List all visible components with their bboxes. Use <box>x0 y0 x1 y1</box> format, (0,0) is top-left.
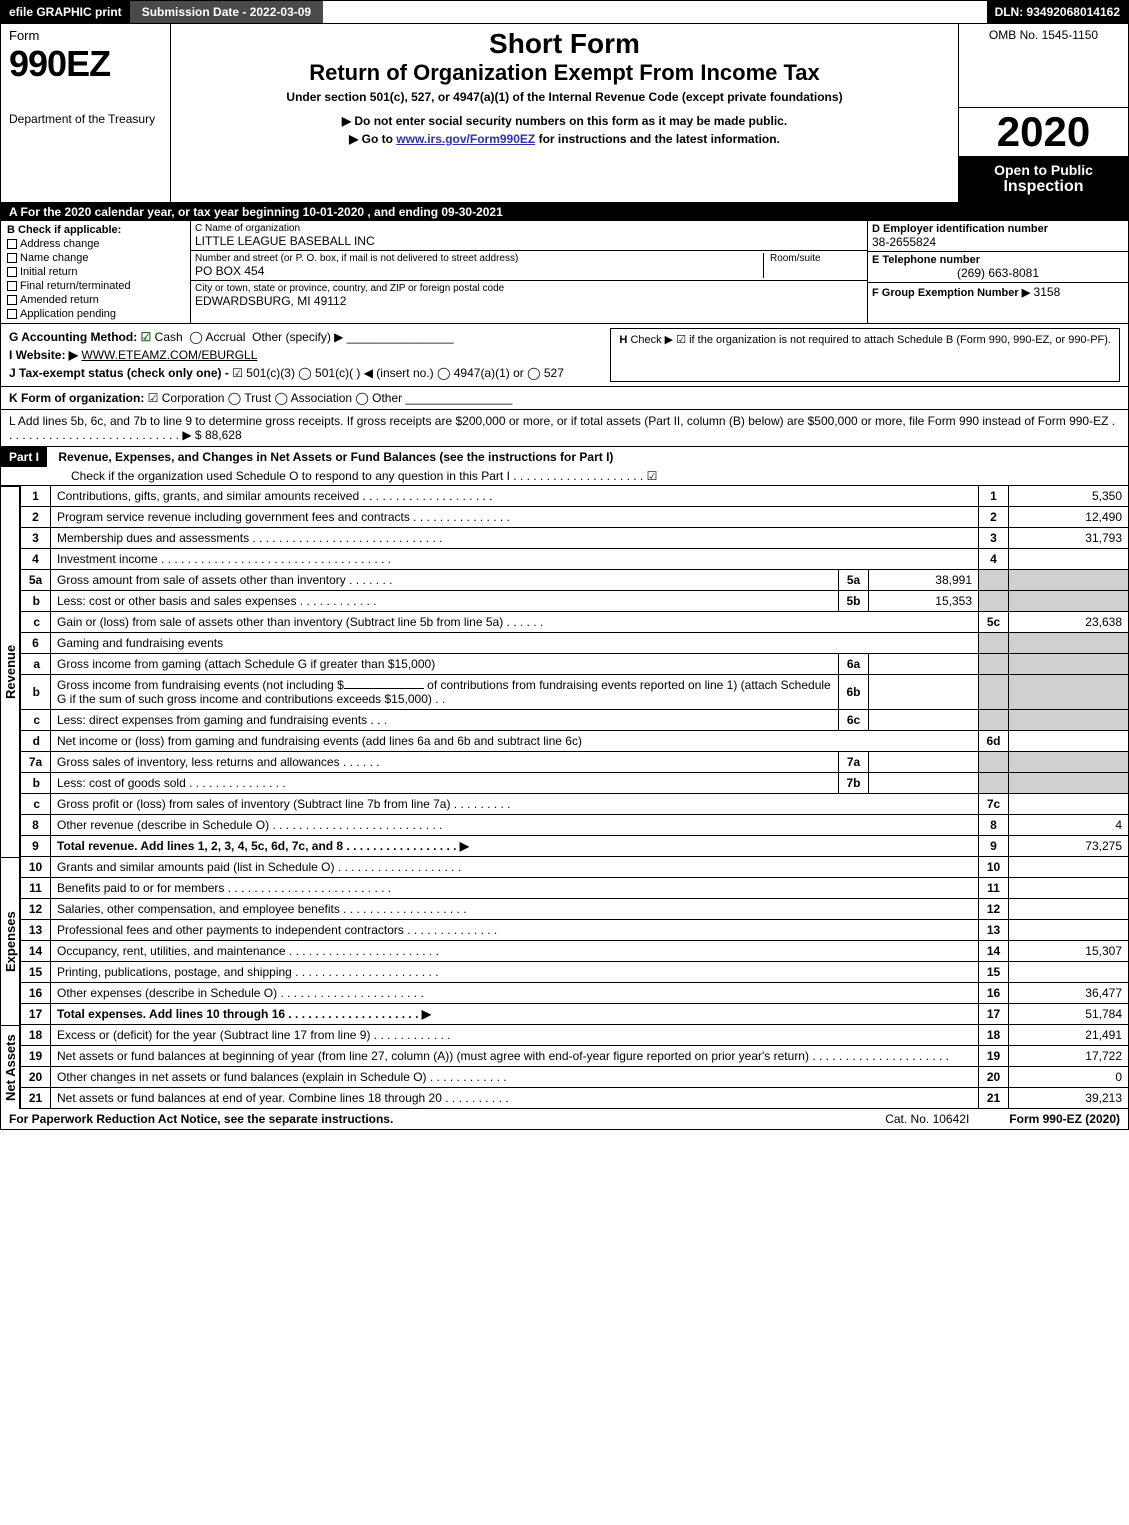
line-3: 3Membership dues and assessments . . . .… <box>21 528 1129 549</box>
form-ref: Form 990-EZ (2020) <box>1009 1112 1120 1126</box>
j-tax-exempt-status: J Tax-exempt status (check only one) - ☑… <box>9 364 594 382</box>
form-number: 990EZ <box>9 43 162 85</box>
check-application-pending[interactable]: Application pending <box>7 307 184 321</box>
check-address-change[interactable]: Address change <box>7 237 184 251</box>
section-gh: G Accounting Method: ☑ Cash ◯ Accrual Ot… <box>0 324 1129 387</box>
submission-date: Submission Date - 2022-03-09 <box>130 1 323 23</box>
line-5a: 5aGross amount from sale of assets other… <box>21 570 1129 591</box>
c-city-label: City or town, state or province, country… <box>195 283 863 294</box>
line-6: 6Gaming and fundraising events <box>21 633 1129 654</box>
dept-treasury: Department of the Treasury <box>9 112 162 126</box>
org-address: PO BOX 454 <box>195 264 763 278</box>
line-10: 10Grants and similar amounts paid (list … <box>21 857 1129 878</box>
title-short-form: Short Form <box>179 28 950 60</box>
line-14: 14Occupancy, rent, utilities, and mainte… <box>21 941 1129 962</box>
tax-year: 2020 <box>959 108 1128 156</box>
h-schedule-b-check: H Check ▶ ☑ if the organization is not r… <box>610 328 1120 382</box>
net-assets-table: 18Excess or (deficit) for the year (Subt… <box>20 1025 1129 1109</box>
line-16: 16Other expenses (describe in Schedule O… <box>21 983 1129 1004</box>
line-2: 2Program service revenue including gover… <box>21 507 1129 528</box>
instr-goto-pre: ▶ Go to <box>349 132 396 146</box>
line-5b: bLess: cost or other basis and sales exp… <box>21 591 1129 612</box>
line-8: 8Other revenue (describe in Schedule O) … <box>21 815 1129 836</box>
expenses-section-label: Expenses <box>0 857 20 1025</box>
section-c-org-info: C Name of organization LITTLE LEAGUE BAS… <box>191 221 868 323</box>
check-name-change[interactable]: Name change <box>7 251 184 265</box>
irs-link[interactable]: www.irs.gov/Form990EZ <box>396 132 535 146</box>
check-final-return[interactable]: Final return/terminated <box>7 279 184 293</box>
line-6d: dNet income or (loss) from gaming and fu… <box>21 731 1129 752</box>
line-4: 4Investment income . . . . . . . . . . .… <box>21 549 1129 570</box>
topbar: efile GRAPHIC print Submission Date - 20… <box>0 0 1129 24</box>
part-i-label: Part I <box>1 447 47 467</box>
line-21: 21Net assets or fund balances at end of … <box>21 1088 1129 1109</box>
l-gross-receipts-note: L Add lines 5b, 6c, and 7b to line 9 to … <box>0 410 1129 447</box>
check-amended-return[interactable]: Amended return <box>7 293 184 307</box>
paperwork-notice: For Paperwork Reduction Act Notice, see … <box>9 1112 393 1126</box>
k-form-of-organization: K Form of organization: ☑ Corporation ◯ … <box>0 387 1129 410</box>
line-13: 13Professional fees and other payments t… <box>21 920 1129 941</box>
omb-number: OMB No. 1545-1150 <box>963 28 1124 42</box>
e-phone-label: E Telephone number <box>872 254 1124 266</box>
ein-value: 38-2655824 <box>872 235 1124 249</box>
open-public: Open to Public <box>963 162 1124 178</box>
page-footer: For Paperwork Reduction Act Notice, see … <box>0 1109 1129 1130</box>
expenses-table: 10Grants and similar amounts paid (list … <box>20 857 1129 1025</box>
b-title: B Check if applicable: <box>7 223 184 237</box>
i-website: I Website: ▶ WWW.ETEAMZ.COM/EBURGLL <box>9 346 594 364</box>
line-11: 11Benefits paid to or for members . . . … <box>21 878 1129 899</box>
line-7b: bLess: cost of goods sold . . . . . . . … <box>21 773 1129 794</box>
part-i-header: Part I Revenue, Expenses, and Changes in… <box>0 447 1129 486</box>
form-word: Form <box>9 28 162 43</box>
inspection-label: Inspection <box>963 178 1124 196</box>
tax-year-period: A For the 2020 calendar year, or tax yea… <box>1 203 1128 221</box>
line-20: 20Other changes in net assets or fund ba… <box>21 1067 1129 1088</box>
line-15: 15Printing, publications, postage, and s… <box>21 962 1129 983</box>
dln-label: DLN: 93492068014162 <box>987 1 1128 23</box>
check-initial-return[interactable]: Initial return <box>7 265 184 279</box>
title-under: Under section 501(c), 527, or 4947(a)(1)… <box>179 90 950 104</box>
line-7a: 7aGross sales of inventory, less returns… <box>21 752 1129 773</box>
instr-goto: ▶ Go to www.irs.gov/Form990EZ for instru… <box>179 130 950 148</box>
line-5c: cGain or (loss) from sale of assets othe… <box>21 612 1129 633</box>
f-group-exemption-label: F Group Exemption Number ▶ <box>872 287 1030 299</box>
cat-no: Cat. No. 10642I <box>885 1112 969 1126</box>
section-b-checkboxes: B Check if applicable: Address change Na… <box>1 221 191 323</box>
section-def: D Employer identification number 38-2655… <box>868 221 1128 323</box>
revenue-section-label: Revenue <box>0 486 20 857</box>
open-to-public-inspection: Open to Public Inspection <box>959 156 1128 202</box>
line-17: 17Total expenses. Add lines 10 through 1… <box>21 1004 1129 1025</box>
phone-value: (269) 663-8081 <box>872 266 1124 280</box>
org-city-state-zip: EDWARDSBURG, MI 49112 <box>195 294 863 308</box>
instr-nossn: ▶ Do not enter social security numbers o… <box>179 112 950 130</box>
room-suite-label: Room/suite <box>770 253 863 264</box>
line-6c: cLess: direct expenses from gaming and f… <box>21 710 1129 731</box>
d-ein-label: D Employer identification number <box>872 223 1124 235</box>
net-assets-section-label: Net Assets <box>0 1025 20 1109</box>
form-header: Form 990EZ Short Form Return of Organiza… <box>0 24 1129 203</box>
line-6a: aGross income from gaming (attach Schedu… <box>21 654 1129 675</box>
line-1: 1Contributions, gifts, grants, and simil… <box>21 486 1129 507</box>
c-addr-label: Number and street (or P. O. box, if mail… <box>195 253 763 264</box>
line-18: 18Excess or (deficit) for the year (Subt… <box>21 1025 1129 1046</box>
part-i-schedule-o-check: Check if the organization used Schedule … <box>1 467 1128 485</box>
line-19: 19Net assets or fund balances at beginni… <box>21 1046 1129 1067</box>
g-accounting-method: G Accounting Method: ☑ Cash ◯ Accrual Ot… <box>9 328 594 346</box>
website-value[interactable]: WWW.ETEAMZ.COM/EBURGLL <box>81 348 257 362</box>
org-name: LITTLE LEAGUE BASEBALL INC <box>195 234 863 248</box>
title-main: Return of Organization Exempt From Incom… <box>179 60 950 86</box>
efile-print-label[interactable]: efile GRAPHIC print <box>1 1 130 23</box>
group-exemption-number: 3158 <box>1034 285 1061 299</box>
line-9: 9Total revenue. Add lines 1, 2, 3, 4, 5c… <box>21 836 1129 857</box>
revenue-table: 1Contributions, gifts, grants, and simil… <box>20 486 1129 857</box>
line-12: 12Salaries, other compensation, and empl… <box>21 899 1129 920</box>
instr-goto-post: for instructions and the latest informat… <box>535 132 780 146</box>
line-6b: bGross income from fundraising events (n… <box>21 675 1129 710</box>
c-name-label: C Name of organization <box>195 223 863 234</box>
line-7c: cGross profit or (loss) from sales of in… <box>21 794 1129 815</box>
part-i-title: Revenue, Expenses, and Changes in Net As… <box>50 447 621 467</box>
section-a-period: A For the 2020 calendar year, or tax yea… <box>0 203 1129 324</box>
